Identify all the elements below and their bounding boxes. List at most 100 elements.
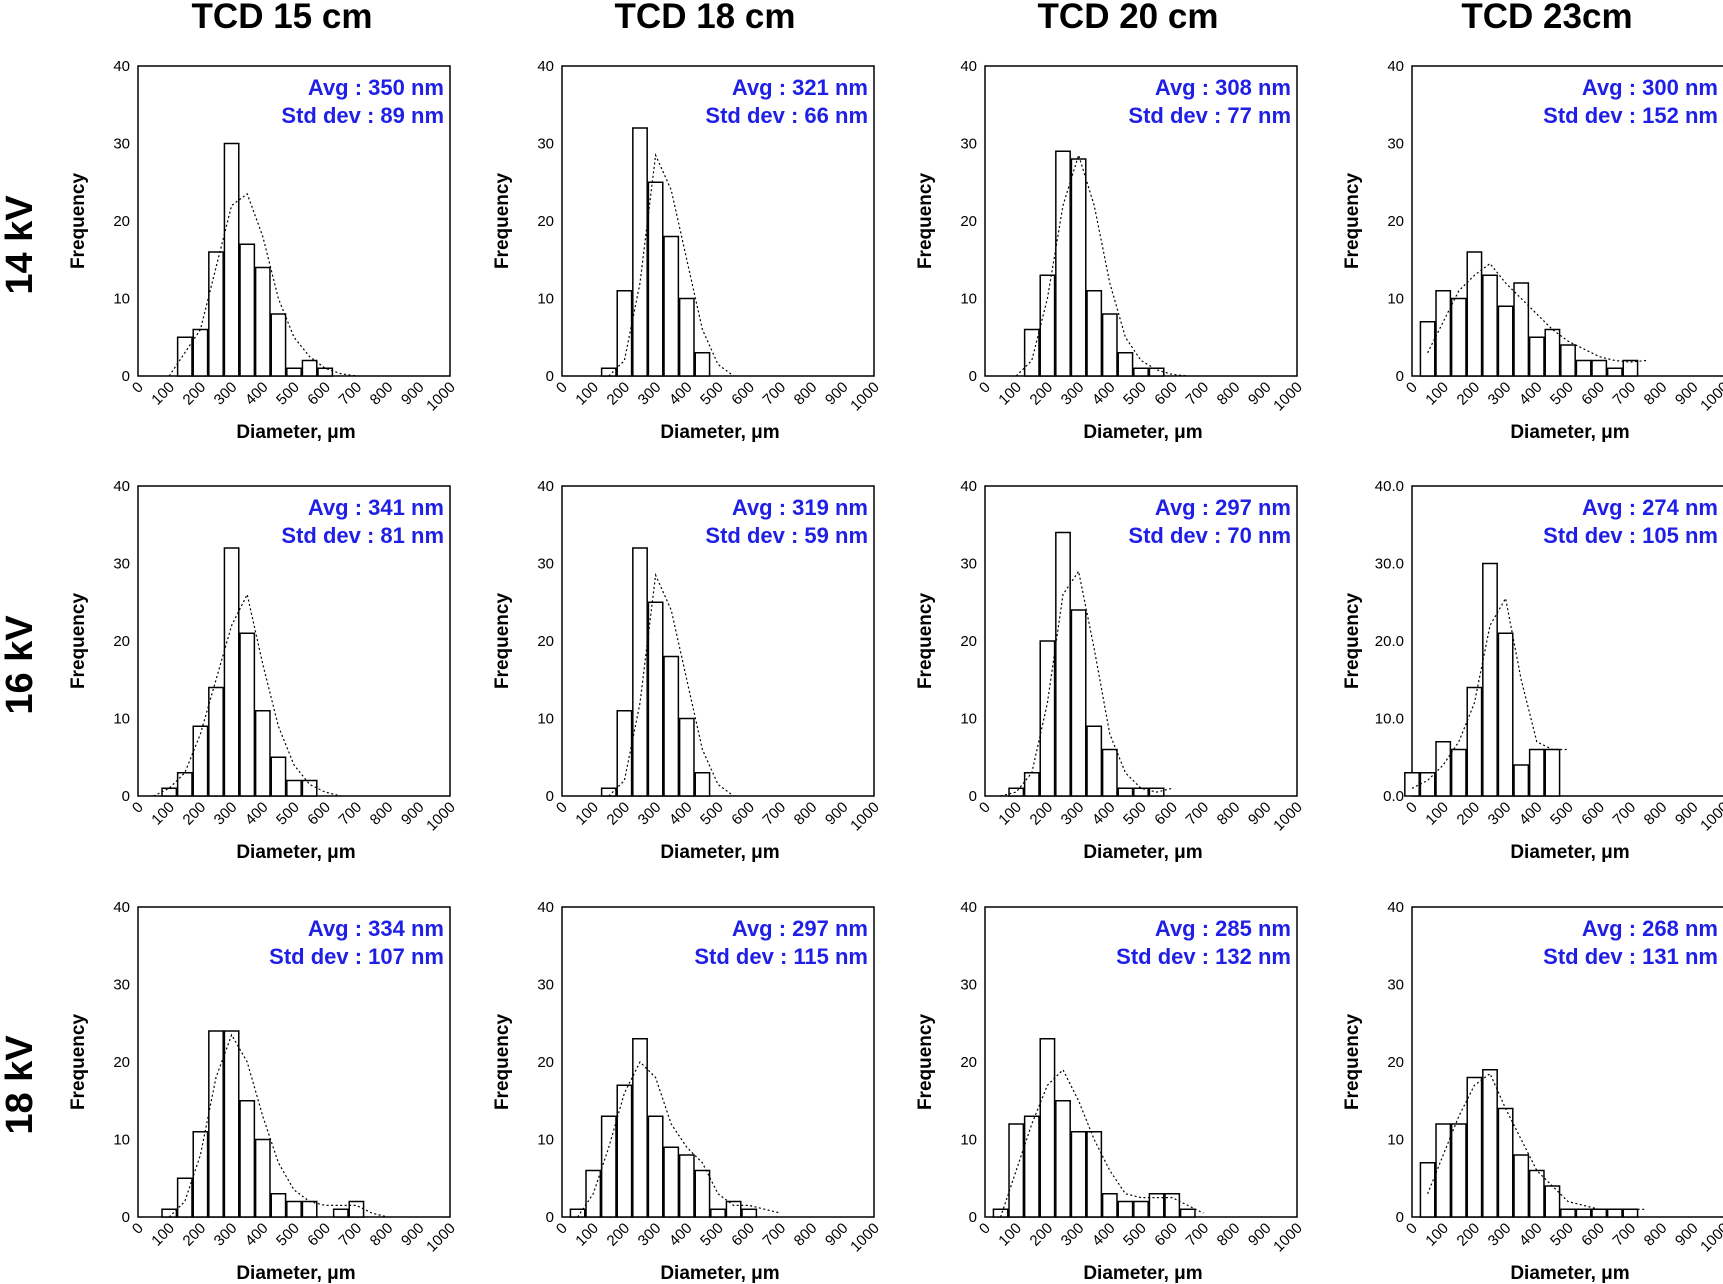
chart-0-0-avg-label: Avg : 350 nm (308, 75, 444, 100)
chart-2-1-bar-0 (569, 1208, 586, 1218)
chart-0-0-fit-curve (168, 192, 357, 377)
chart-2-2-xtick-5: 500 (1120, 1220, 1150, 1250)
chart-2-3-xtick-2: 200 (1454, 1220, 1484, 1250)
chart-0-2-xtick-0: 0 (976, 379, 994, 397)
chart-0-1-xtick-6: 600 (728, 379, 758, 409)
chart-0-3-bar-5 (1497, 305, 1514, 377)
chart-2-1-xtick-4: 400 (666, 1220, 696, 1250)
chart-1-1-bar-5 (678, 717, 695, 797)
chart-2-2-xtick-0: 0 (976, 1220, 994, 1238)
chart-1-3-plot-frame (1411, 485, 1723, 797)
chart-2-0-bar-6 (254, 1138, 271, 1218)
chart-0-3-fit-curve (1427, 262, 1647, 363)
chart-0-3-ylabel: Frequency (1342, 173, 1363, 270)
chart-0-0-xtick-3: 300 (211, 379, 241, 409)
chart-1-2-ytick-3: 30 (960, 556, 977, 573)
chart-1-0-bar-9 (301, 779, 318, 797)
chart-1-3-bar-8 (1528, 748, 1545, 797)
chart-2-0-xtick-9: 900 (398, 1220, 428, 1250)
chart-0-3-xtick-5: 500 (1547, 379, 1577, 409)
chart-2-2-ytick-0: 0 (969, 1209, 977, 1226)
chart-1-3: 0.0 10.0 20.0 30.0 40.0 0 100 200 300 400 500 600 70… (1342, 478, 1723, 863)
chart-1-1-bar-1 (616, 710, 633, 797)
chart-2-0-bar-3 (208, 1030, 224, 1218)
chart-2-0-bar-0 (161, 1208, 178, 1218)
chart-2-2-xtick-2: 200 (1027, 1220, 1057, 1250)
chart-1-0-bar-6 (254, 710, 271, 797)
chart-1-2-bar-6 (1101, 748, 1118, 797)
chart-2-1-ytick-1: 10 (537, 1132, 554, 1149)
chart-2-1-bar-6 (663, 1146, 680, 1218)
chart-1-0-bar-8 (286, 779, 302, 797)
chart-0-0-ytick-1: 10 (113, 291, 130, 308)
chart-2-0-avg-label: Avg : 334 nm (308, 916, 444, 941)
chart-1-2-bar-8 (1133, 787, 1149, 797)
chart-2-2-bar-3 (1039, 1038, 1056, 1218)
chart-2-1-bar-9 (710, 1208, 726, 1218)
chart-1-3-ylabel: Frequency (1342, 593, 1363, 690)
chart-0-3-xtick-8: 800 (1641, 379, 1671, 409)
chart-1-3-ytick-1: 10.0 (1375, 711, 1404, 728)
chart-1-1-fit-curve (608, 572, 734, 797)
chart-1-1-ytick-4: 40 (537, 478, 554, 495)
chart-2-3-bar-8 (1544, 1185, 1561, 1218)
chart-2-0-xtick-2: 200 (180, 1220, 210, 1250)
chart-2-2-xtick-3: 300 (1058, 1220, 1088, 1250)
chart-0-3-ytick-0: 0 (1396, 368, 1404, 385)
chart-2-3-bar-6 (1513, 1154, 1530, 1218)
chart-1-3-xtick-5: 500 (1547, 799, 1577, 829)
chart-1-2-xtick-0: 0 (976, 799, 994, 817)
chart-0-3-bar-0 (1419, 321, 1436, 377)
chart-1-2-xtick-6: 600 (1151, 799, 1181, 829)
column-titles: TCD 15 cm TCD 18 cm TCD 20 cm TCD 23cm (192, 0, 1633, 36)
chart-2-1-xtick-6: 600 (728, 1220, 758, 1250)
chart-0-2-xtick-2: 200 (1027, 379, 1057, 409)
chart-0-2-xtick-5: 500 (1120, 379, 1150, 409)
chart-0-3-bar-3 (1466, 251, 1483, 377)
chart-2-1-bar-5 (647, 1115, 664, 1218)
chart-0-1-xtick-7: 700 (760, 379, 790, 409)
chart-0-0-xtick-2: 200 (180, 379, 210, 409)
chart-2-1-ytick-2: 20 (537, 1054, 554, 1071)
chart-0-0-bar-6 (270, 313, 287, 377)
chart-1-2-bar-4 (1070, 609, 1087, 797)
chart-0-1-xtick-4: 400 (666, 379, 696, 409)
chart-1-2-bar-2 (1039, 640, 1056, 797)
chart-0-1-bar-6 (694, 352, 711, 377)
chart-2-0-bar-8 (286, 1200, 302, 1218)
chart-2-3-xtick-5: 500 (1547, 1220, 1577, 1250)
chart-2-1-xtick-1: 100 (572, 1220, 602, 1250)
chart-2-0-xtick-1: 100 (148, 1220, 178, 1250)
chart-2-1-std-label: Std dev : 115 nm (694, 944, 868, 969)
chart-1-1-ylabel: Frequency (492, 593, 513, 690)
chart-1-2-xtick-2: 200 (1027, 799, 1057, 829)
chart-2-3-ytick-1: 10 (1387, 1132, 1404, 1149)
chart-1-0-xtick-7: 700 (336, 799, 366, 829)
chart-0-0-bar-1 (192, 328, 209, 377)
chart-2-2-xtick-8: 800 (1214, 1220, 1244, 1250)
chart-2-1-xtick-0: 0 (553, 1220, 571, 1238)
chart-2-1-ytick-3: 30 (537, 977, 554, 994)
chart-2-0-bar-1 (176, 1177, 193, 1218)
chart-0-3-xtick-4: 400 (1516, 379, 1546, 409)
chart-1-1-bar-4 (663, 655, 680, 797)
chart-0-1-xtick-9: 900 (822, 379, 852, 409)
chart-2-3-avg-label: Avg : 268 nm (1582, 916, 1718, 941)
chart-1-0-ytick-0: 0 (122, 788, 130, 805)
chart-2-3-bar-11 (1591, 1208, 1608, 1218)
row-label-16kv: 16 kV (0, 615, 41, 715)
chart-1-1-xtick-4: 400 (666, 799, 696, 829)
chart-1-0-xtick-1: 100 (148, 799, 178, 829)
chart-0-1-bar-5 (678, 297, 695, 377)
chart-2-0-bar-9 (301, 1200, 318, 1218)
column-title-tcd-15: TCD 15 cm (192, 0, 373, 36)
chart-2-0-xtick-8: 800 (367, 1220, 397, 1250)
chart-0-1-ytick-4: 40 (537, 58, 554, 75)
chart-1-0-bar-7 (270, 756, 287, 797)
chart-0-1-xtick-2: 200 (604, 379, 634, 409)
